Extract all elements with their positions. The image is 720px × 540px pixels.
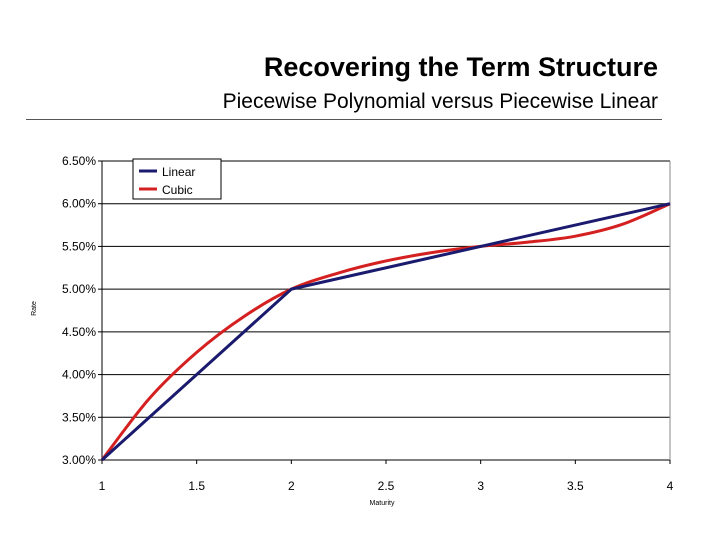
y-tick-label: 6.50% — [62, 154, 96, 168]
series-line-cubic — [100, 202, 671, 461]
x-tick-label: 2.5 — [378, 479, 395, 493]
x-axis-label: Maturity — [370, 500, 395, 507]
x-tick-label: 2 — [288, 479, 295, 493]
title-divider — [26, 119, 662, 120]
y-tick-label: 6.00% — [62, 197, 96, 211]
grid-layer — [102, 160, 671, 461]
series-layer — [100, 202, 671, 462]
series-line-linear — [100, 202, 671, 462]
legend-entry-label: Linear — [162, 165, 195, 179]
x-tick-label: 4 — [667, 479, 674, 493]
y-tick-label: 3.00% — [62, 453, 96, 467]
legend-entry-label: Cubic — [162, 183, 193, 197]
legend-box — [132, 158, 222, 200]
y-tick-label: 4.00% — [62, 368, 96, 382]
axis-layer: 3.00% 3.50% 4.00% 4.50% 5.00% 5.50% 6.00% 6.50%… — [62, 154, 674, 493]
slide-title: Recovering the Term Structure — [263, 52, 658, 82]
slide-subtitle: Piecewise Polynomial versus Piecewise Li… — [222, 90, 658, 113]
y-tick-label: 3.50% — [62, 410, 96, 424]
x-tick-label: 3 — [477, 479, 484, 493]
y-axis-label: Rate — [31, 301, 38, 316]
y-tick-label: 5.00% — [62, 282, 96, 296]
legend: Linear Cubic — [132, 158, 222, 200]
x-tick-label: 1.5 — [188, 479, 205, 493]
x-tick-label: 1 — [99, 479, 106, 493]
y-tick-label: 5.50% — [62, 239, 96, 253]
x-tick-label: 3.5 — [567, 479, 584, 493]
y-tick-label: 4.50% — [62, 325, 96, 339]
